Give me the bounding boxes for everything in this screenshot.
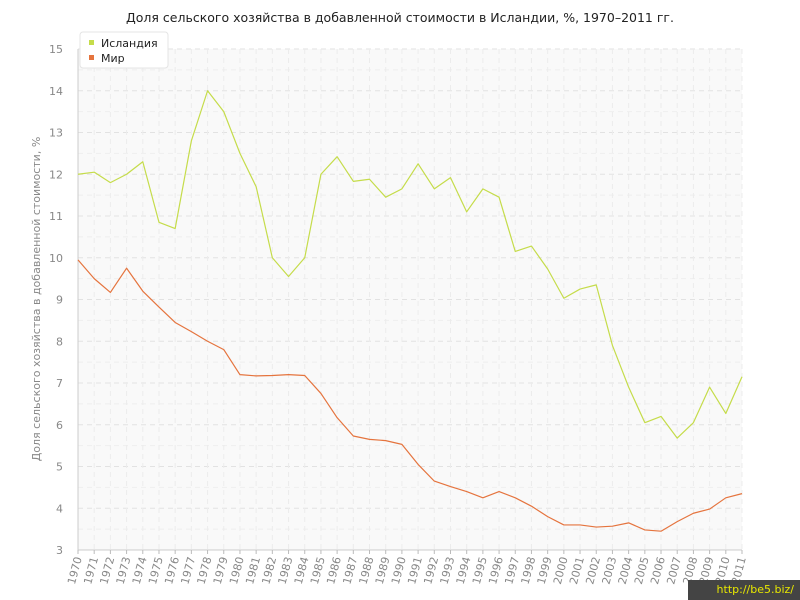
y-tick-label-6: 6: [56, 419, 63, 432]
legend-box: [79, 31, 169, 69]
y-tick-label-10: 10: [49, 252, 63, 265]
y-axis-label: Доля сельского хозяйства в добавленной с…: [30, 137, 43, 462]
y-tick-label-9: 9: [56, 294, 63, 307]
legend-swatch-iceland: [89, 40, 94, 45]
y-tick-label-4: 4: [56, 502, 63, 515]
legend-label-iceland[interactable]: Исландия: [101, 37, 158, 50]
y-tick-labels: 3 4 5 6 7 8 9 10 11 12 13 14 15: [49, 43, 63, 557]
y-tick-label-3: 3: [56, 544, 63, 557]
series-lines: [77, 90, 743, 532]
chart-title: Доля сельского хозяйства в добавленной с…: [126, 10, 674, 25]
y-tick-label-14: 14: [49, 85, 63, 98]
watermark-link[interactable]: http://be5.biz/: [688, 580, 800, 600]
y-tick-label-7: 7: [56, 377, 63, 390]
legend[interactable]: Исландия Мир: [79, 31, 169, 69]
series-line-world: [77, 259, 743, 532]
y-tick-label-13: 13: [49, 127, 63, 140]
y-tick-label-11: 11: [49, 210, 63, 223]
series-line-iceland: [77, 90, 743, 439]
y-tick-label-5: 5: [56, 461, 63, 474]
axes: [77, 49, 743, 554]
legend-swatch-world: [89, 55, 94, 60]
y-tick-label-12: 12: [49, 168, 63, 181]
legend-label-world[interactable]: Мир: [101, 52, 125, 65]
y-tick-label-8: 8: [56, 335, 63, 348]
y-tick-label-15: 15: [49, 43, 63, 56]
